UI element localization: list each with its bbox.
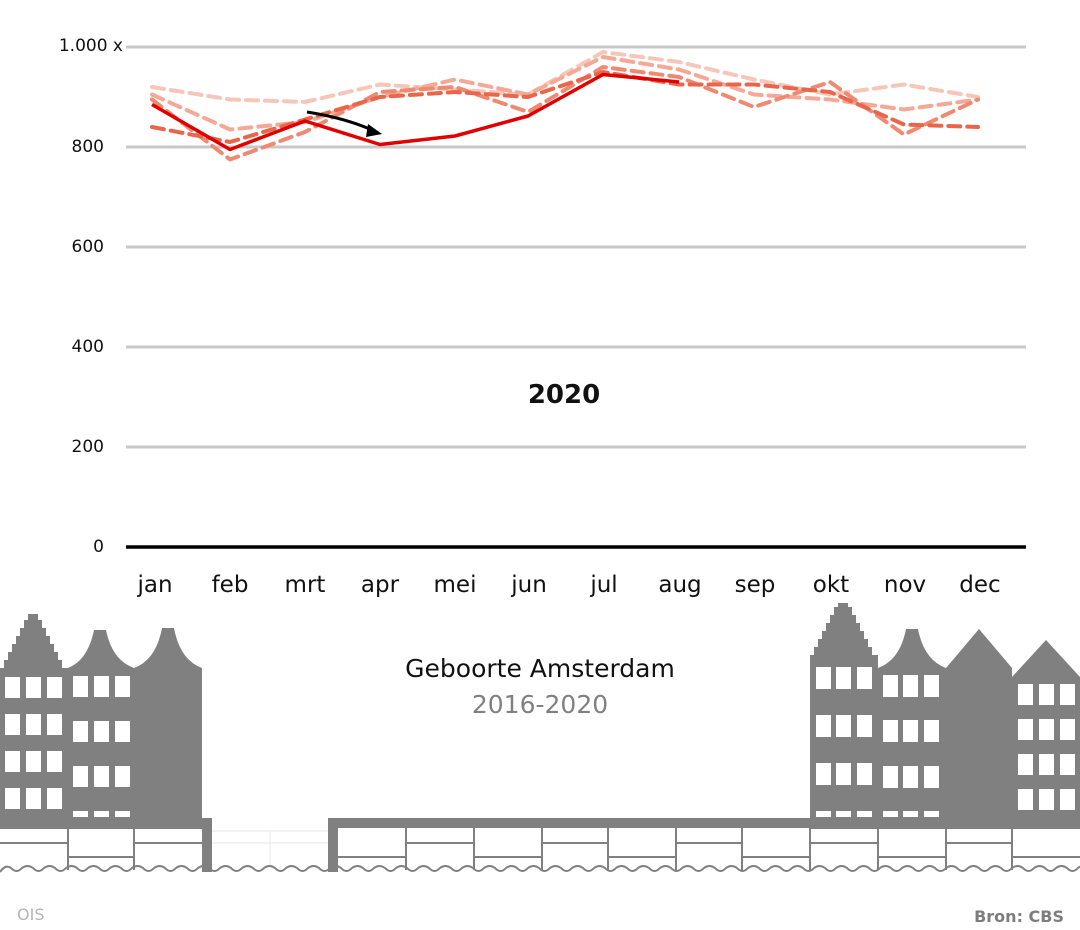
line-2018	[150, 65, 980, 162]
x-tick-mei: mei	[433, 572, 477, 598]
y-tick-200: 200	[71, 437, 104, 457]
quay-wall	[328, 818, 810, 828]
x-tick-nov: nov	[883, 572, 927, 598]
footer-source: Bron: CBS	[974, 907, 1064, 926]
footer-ois-logo: OIS	[17, 905, 45, 924]
line-2017	[150, 55, 980, 132]
x-tick-jun: jun	[511, 572, 547, 598]
canal-houses-left	[0, 614, 212, 872]
y-tick-800: 800	[71, 137, 104, 157]
y-tick-400: 400	[71, 337, 104, 357]
chart-title: Geboorte Amsterdam	[405, 654, 675, 683]
windows-right	[816, 667, 1075, 817]
y-tick-1000: 1.000 x	[58, 36, 123, 56]
quay-post	[328, 818, 338, 872]
x-tick-dec: dec	[959, 572, 1001, 598]
x-tick-jan: jan	[137, 572, 173, 598]
past-year-lines	[150, 50, 980, 162]
x-tick-jul: jul	[590, 572, 618, 598]
windows-left	[5, 676, 130, 817]
line-2016	[150, 50, 980, 104]
y-tick-0: 0	[93, 537, 104, 557]
x-tick-okt: okt	[812, 572, 850, 598]
arrow-annotation-icon	[306, 110, 382, 137]
line-2020	[151, 72, 680, 152]
x-tick-feb: feb	[211, 572, 249, 598]
chart-subtitle: 2016-2020	[471, 690, 609, 719]
gridlines	[126, 45, 1026, 449]
x-tick-aug: aug	[658, 572, 702, 598]
year-label: 2020	[527, 380, 601, 410]
x-tick-apr: apr	[360, 572, 400, 598]
x-tick-mrt: mrt	[284, 572, 326, 598]
bridge-faint	[212, 830, 328, 866]
quay-bricks	[0, 827, 1080, 870]
water-waves-icon	[0, 865, 1080, 873]
y-tick-600: 600	[71, 237, 104, 257]
line-2019	[150, 70, 980, 144]
x-tick-sep: sep	[734, 572, 776, 598]
